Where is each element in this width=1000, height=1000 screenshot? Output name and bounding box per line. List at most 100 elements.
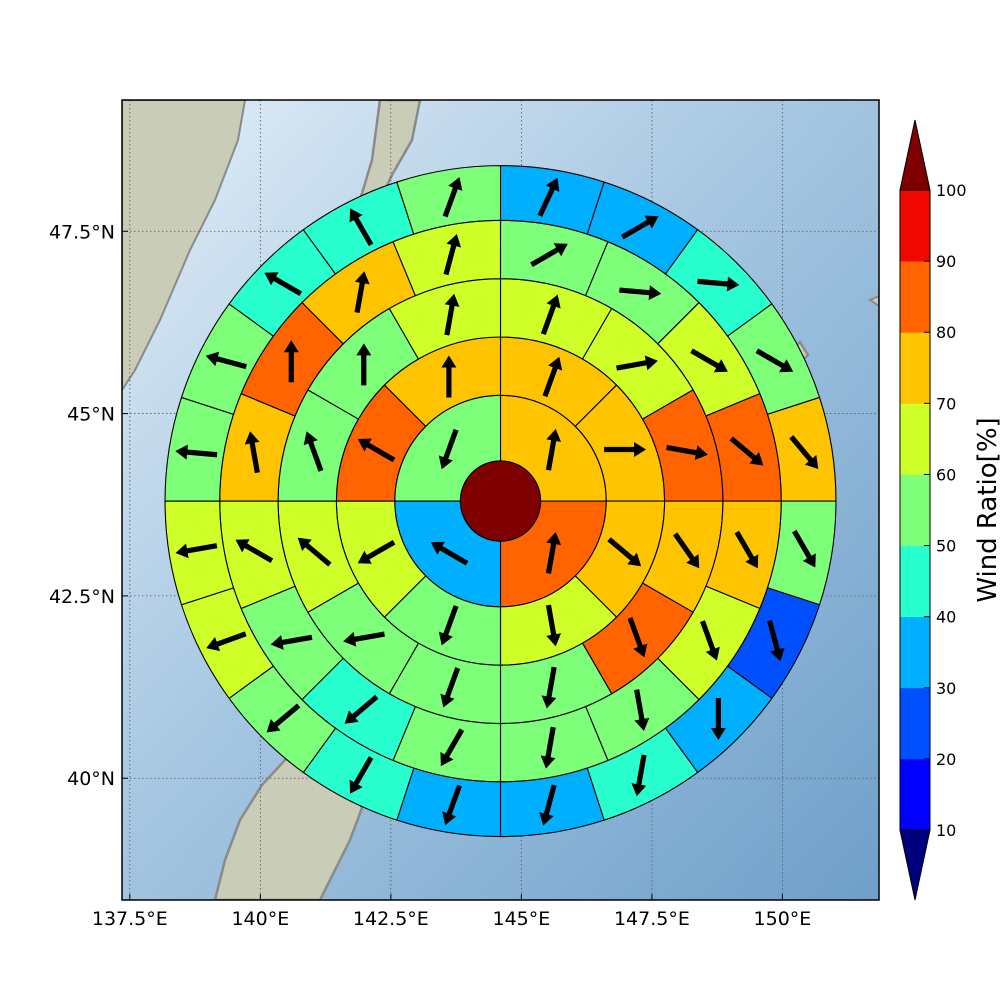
y-tick-label: 47.5°N [49,221,115,243]
wind-arrow [634,689,650,731]
wind-arrow [303,431,324,472]
wind-arrow [631,754,647,797]
x-tick-label: 137.5°E [92,908,168,930]
colorbar-swatch [900,545,930,618]
wind-arrow [441,355,457,398]
wind-arrow [430,541,469,566]
wind-arrow [616,355,658,371]
colorbar-swatch [900,687,930,760]
colorbar-swatch [900,332,930,404]
wind-arrow [690,348,728,373]
colorbar-tick-label: 50 [936,537,956,556]
wind-arrow [356,343,372,386]
wind-arrow [710,698,726,740]
wind-arrow [444,293,460,336]
wind-arrow [175,444,218,460]
wind-arrow [438,428,459,470]
wind-arrow [545,532,562,574]
wind-arrow [442,784,462,826]
colorbar-tick-label: 90 [936,252,956,271]
wind-arrow [343,631,385,647]
wind-arrow [767,620,785,662]
colorbar-swatch [900,616,930,689]
land-kuril-north [867,294,879,308]
wind-arrow [264,272,303,296]
wind-arrow [604,442,647,457]
colorbar-swatch [900,261,930,333]
y-tick-label: 45°N [67,404,115,426]
colorbar-swatches [899,119,931,901]
land-mainland-west [122,100,247,392]
wind-arrow [349,208,374,247]
colorbar-tick-label: 70 [936,394,956,413]
colorbar-under-extension [899,829,931,901]
wind-arrow [205,351,247,370]
x-tick-label: 140°E [231,908,289,930]
wind-arrow [700,620,720,661]
wind-arrow [440,728,465,767]
wind-arrow [440,667,461,708]
colorbar-swatch [900,190,930,262]
wind-arrow [540,726,556,769]
wind-arrow [266,703,301,733]
x-tick-label: 150°E [754,908,812,930]
wind-arrow [697,276,740,292]
colorbar-label: Wind Ratio[%] [973,417,1000,602]
wind-arrow [344,694,379,724]
wind-arrow [357,438,396,463]
colorbar-swatch [900,758,930,831]
wind-arrow [442,177,463,218]
x-tick-label: 147.5°E [614,908,690,930]
wind-arrow [443,234,461,276]
colorbar: 10 20 30 40 50 60 70 80 90 100 Wind Ratio[%] [899,119,1000,901]
wind-arrow [619,285,662,301]
colorbar-tick-label: 20 [936,750,956,769]
wind-arrow [627,617,648,658]
colorbar-tick-label: 10 [936,821,956,840]
wind-arrow [354,271,370,314]
wind-arrow [438,605,459,646]
colorbar-tick-label: 80 [936,323,956,342]
wind-direction-arrows [175,177,819,826]
x-tick-label: 142.5°E [353,908,429,930]
wind-arrow [620,215,659,240]
colorbar-tick-label: 40 [936,608,956,627]
x-tick-label: 145°E [492,908,550,930]
wind-arrow [729,436,764,466]
wind-arrow [666,444,708,461]
wind-ratio-sectors [164,165,837,838]
center-cell [459,460,542,542]
y-tick-label: 42.5°N [49,586,115,608]
colorbar-swatch [900,403,930,475]
wind-arrow [673,532,700,569]
y-tick-label: 40°N [67,768,115,790]
wind-arrow [545,428,562,471]
wind-arrow [270,634,313,650]
colorbar-swatch [900,474,930,546]
colorbar-ticks: 10 20 30 40 50 60 70 80 90 100 [924,181,967,840]
wind-arrow [541,666,557,709]
wind-arrow [755,348,794,373]
wind-arrow [539,784,557,826]
wind-arrow [545,604,562,647]
wind-arrow [235,539,274,563]
x-axis-ticks: 137.5°E 140°E 142.5°E 145°E 147.5°E 150°E [92,894,811,930]
y-axis-ticks: 40°N 42.5°N 45°N 47.5°N [49,221,128,790]
wind-arrow [244,431,260,474]
wind-arrow [789,435,819,469]
wind-arrow [792,529,816,568]
wind-arrow [283,340,299,383]
colorbar-tick-label: 30 [936,679,956,698]
wind-arrow [175,543,218,559]
wind-arrow [542,356,563,398]
wind-arrow [349,756,374,794]
colorbar-frame [899,189,931,831]
wind-arrow [607,537,642,567]
wind-arrow [540,294,561,336]
wind-arrow [357,539,396,564]
wind-arrow [206,631,247,652]
wind-arrow [297,537,332,567]
colorbar-tick-label: 60 [936,465,956,484]
wind-arrow [537,177,560,217]
